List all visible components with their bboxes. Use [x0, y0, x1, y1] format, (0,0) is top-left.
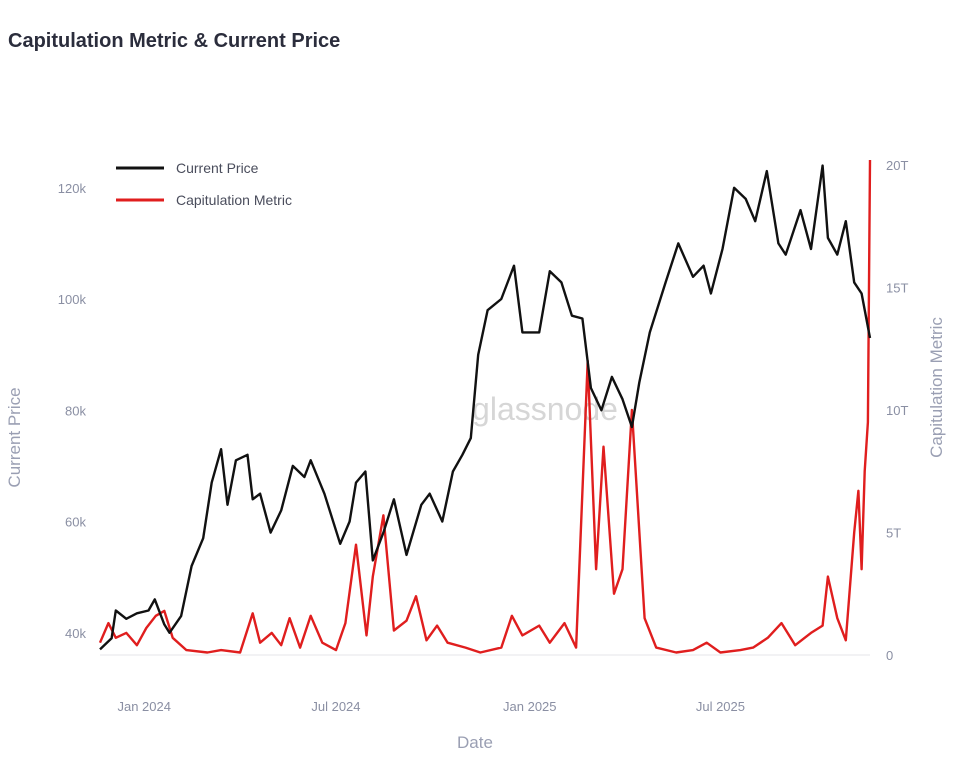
- y-right-tick-label: 0: [886, 648, 893, 663]
- x-tick-label: Jan 2025: [503, 699, 557, 714]
- y-right-axis-title: Capitulation Metric: [927, 317, 946, 458]
- y-left-tick-label: 120k: [58, 181, 87, 196]
- y-right-tick-label: 5T: [886, 525, 901, 540]
- capitulation-metric-line: [98, 159, 872, 654]
- y-right-tick-label: 10T: [886, 403, 908, 418]
- legend-label-capitulation-metric: Capitulation Metric: [176, 192, 292, 208]
- y-left-tick-label: 80k: [65, 403, 86, 418]
- x-tick-label: Jul 2025: [696, 699, 745, 714]
- current-price-line: [99, 164, 872, 651]
- x-axis-title: Date: [457, 733, 493, 752]
- y-left-tick-label: 100k: [58, 292, 87, 307]
- x-tick-label: Jul 2024: [311, 699, 360, 714]
- y-left-tick-label: 40k: [65, 626, 86, 641]
- legend-label-current-price: Current Price: [176, 160, 259, 176]
- y-right-tick-label: 20T: [886, 158, 908, 173]
- y-left-axis-title: Current Price: [5, 387, 24, 487]
- y-left-tick-label: 60k: [65, 515, 86, 530]
- watermark-text: glassnode: [472, 391, 618, 427]
- y-right-tick-label: 15T: [886, 280, 908, 295]
- x-tick-label: Jan 2024: [117, 699, 171, 714]
- chart-title: Capitulation Metric & Current Price: [8, 30, 341, 52]
